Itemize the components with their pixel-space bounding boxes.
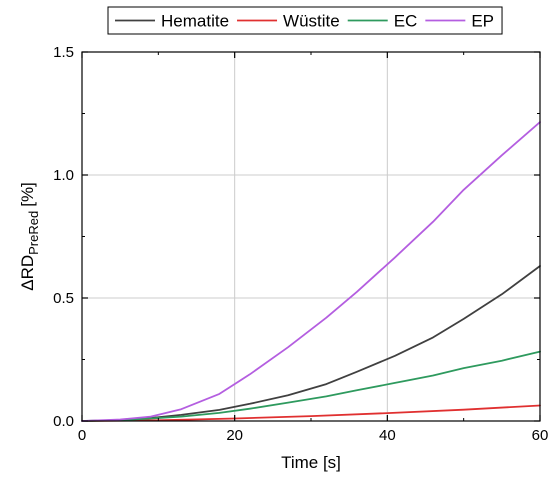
y-axis-title-subscript: PreRed	[26, 211, 41, 255]
x-tick-label: 40	[379, 427, 396, 444]
legend-label: EC	[394, 12, 418, 31]
axis-ticks: 0 20 40 60 0.0 0.5 1.0 1.5	[53, 44, 548, 444]
x-tick-label: 60	[532, 427, 549, 444]
x-tick-label: 0	[78, 427, 86, 444]
y-axis-title-main: ΔRD	[18, 255, 37, 291]
x-axis-title: Time [s]	[281, 453, 341, 472]
series-line-ec	[81, 350, 541, 422]
y-axis-title: ΔRDPreRed [%]	[18, 182, 41, 291]
series-line-hematite	[81, 265, 541, 422]
legend-label: EP	[471, 12, 494, 31]
y-tick-label: 0.5	[53, 290, 74, 307]
grid-lines	[82, 52, 540, 421]
y-tick-label: 1.0	[53, 167, 74, 184]
legend-label: Wüstite	[283, 12, 340, 31]
series-line-ep	[81, 121, 541, 422]
y-tick-label: 1.5	[53, 44, 74, 61]
x-tick-label: 20	[226, 427, 243, 444]
y-tick-label: 0.0	[53, 413, 74, 430]
legend-label: Hematite	[161, 12, 229, 31]
y-axis-title-unit: [%]	[18, 182, 37, 207]
plot-frame	[81, 51, 541, 422]
legend: Hematite Wüstite EC EP	[107, 6, 503, 35]
series-lines	[81, 121, 541, 422]
